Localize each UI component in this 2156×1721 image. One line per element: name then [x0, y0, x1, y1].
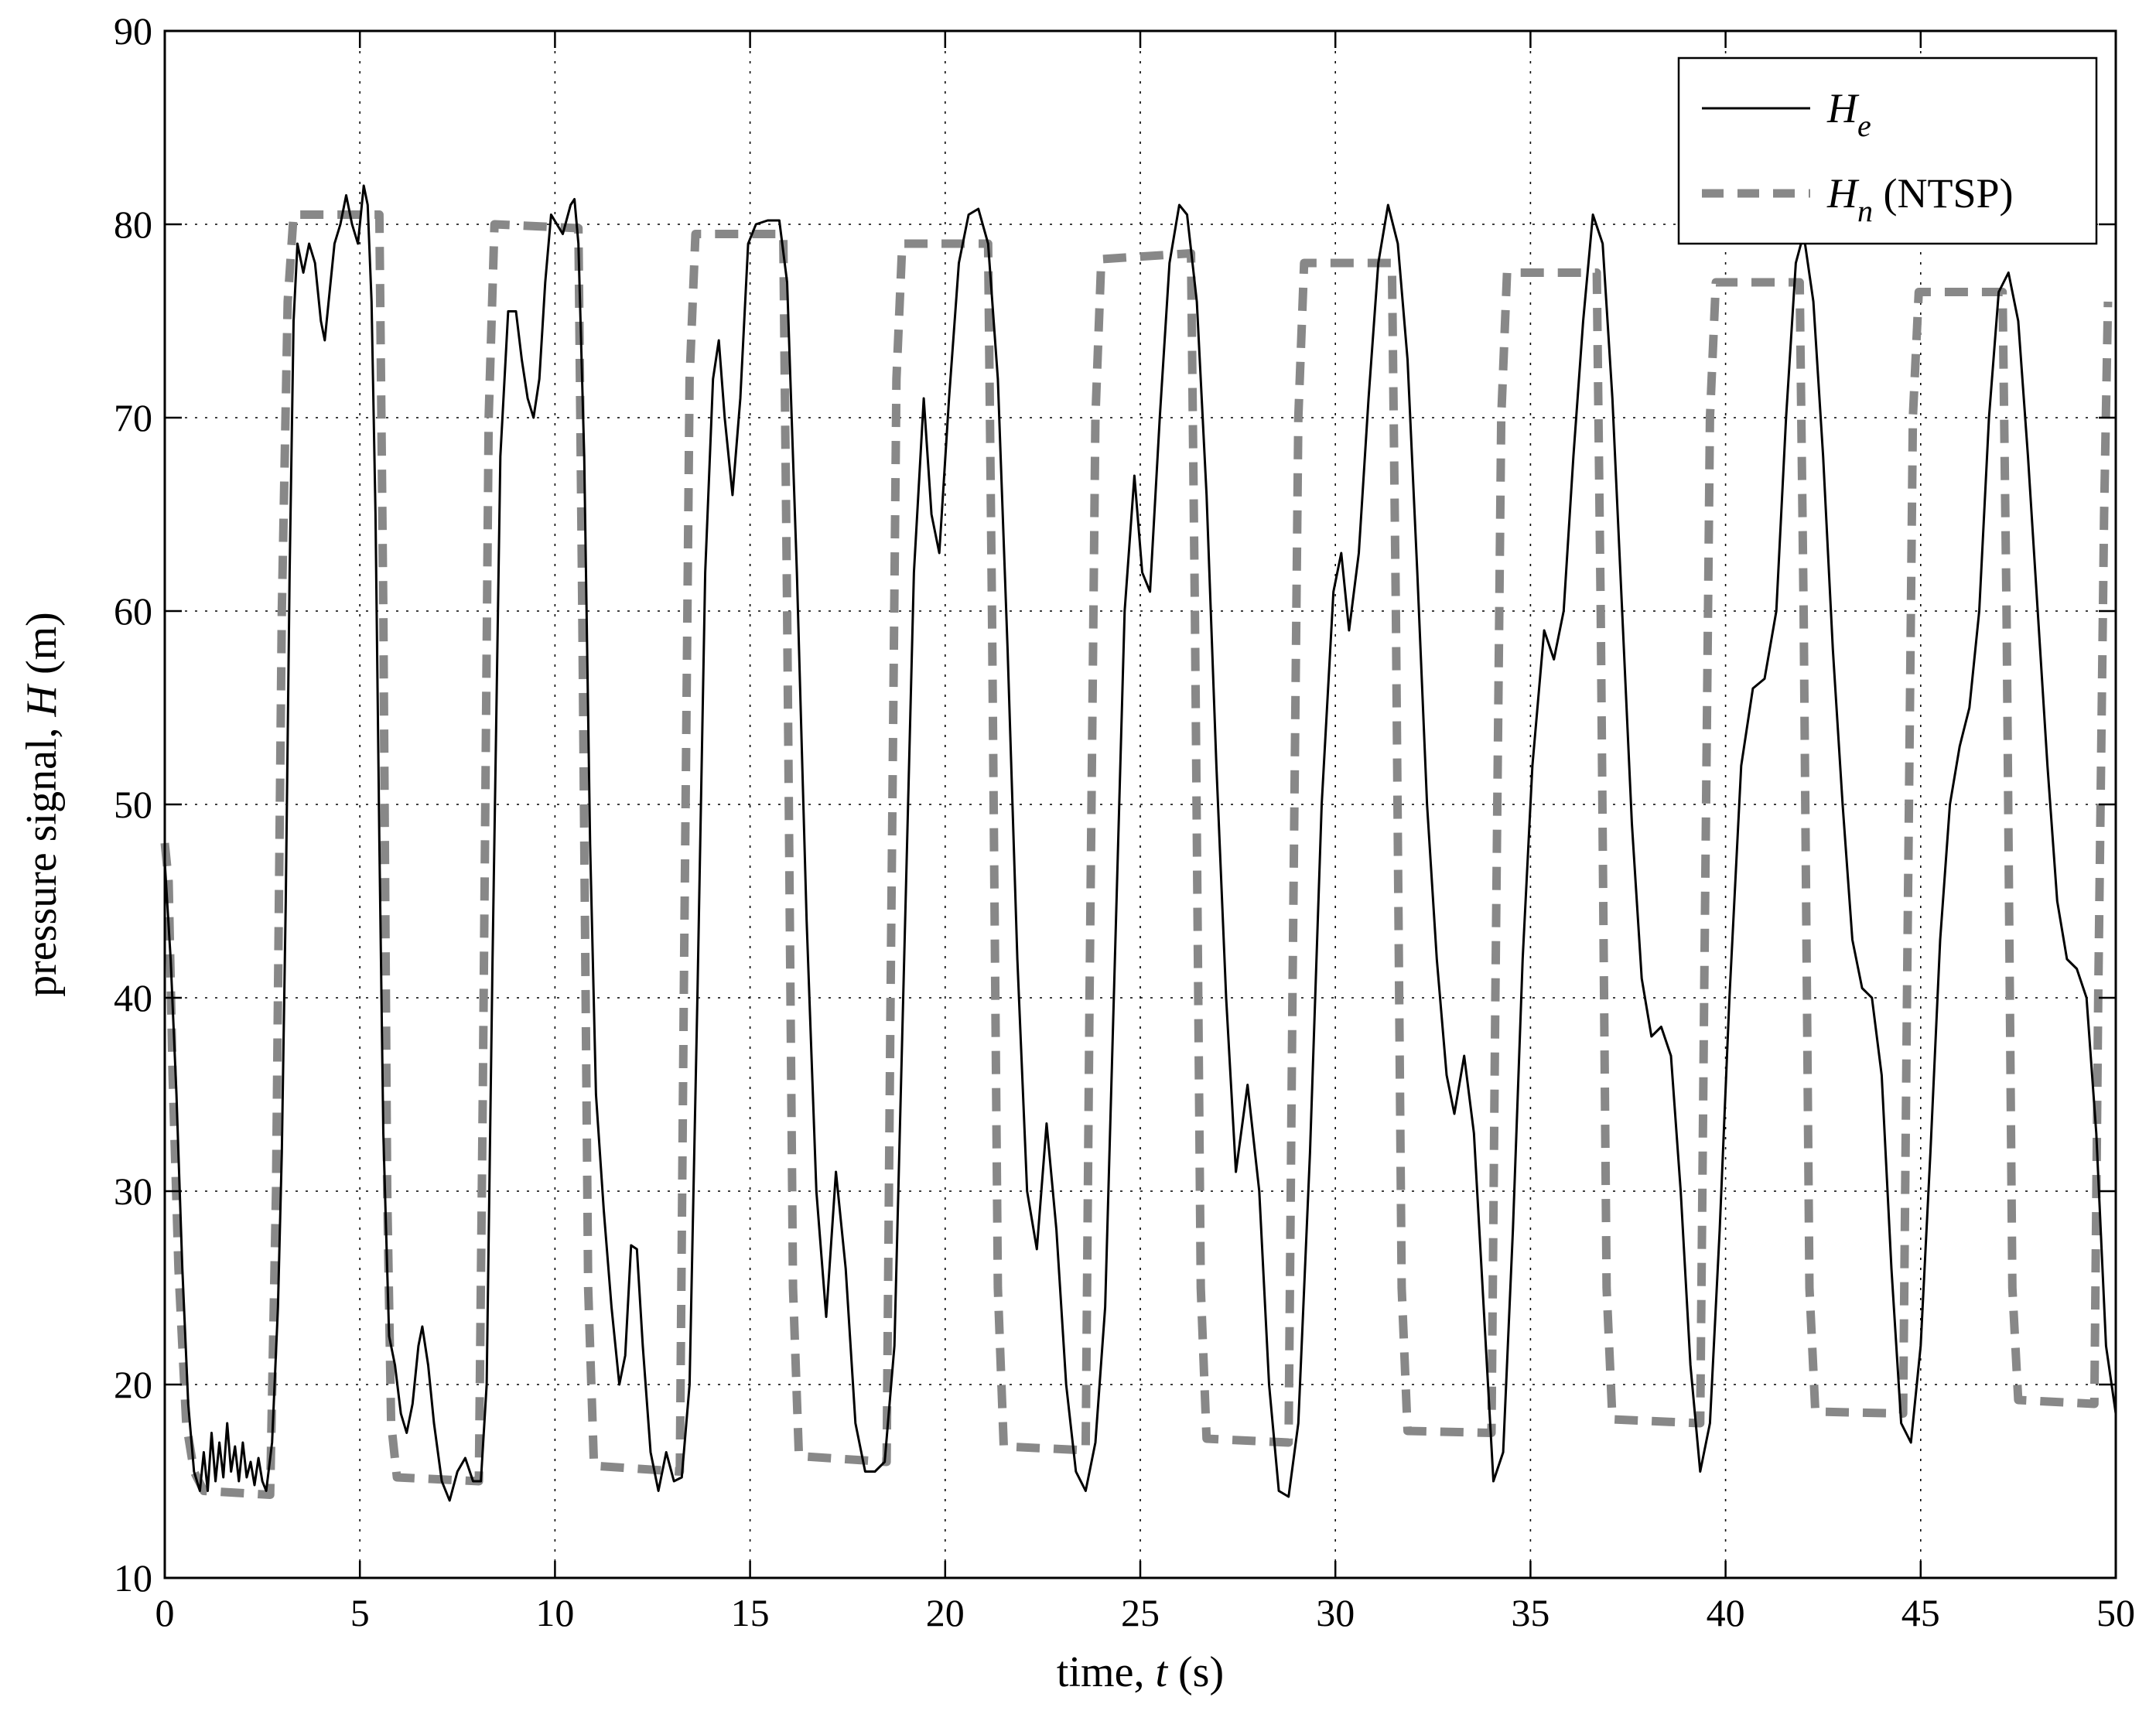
y-axis-label: pressure signal, H (m)	[18, 612, 66, 997]
x-tick-label: 35	[1511, 1591, 1550, 1634]
x-tick-label: 5	[350, 1591, 370, 1634]
y-tick-label: 10	[114, 1556, 152, 1600]
series-line-He	[163, 184, 2117, 1502]
grid	[165, 31, 2116, 1578]
tick-labels: 0 5 10 15 20 25 30 35 40 45 50 10 20 30 40 50 60 70 80 90	[114, 9, 2135, 1634]
y-tick-label: 50	[114, 783, 152, 826]
y-tick-label: 30	[114, 1170, 152, 1213]
legend-label-he: He	[1826, 85, 1871, 143]
x-tick-label: 40	[1707, 1591, 1745, 1634]
x-axis-label: time, t (s)	[1057, 1648, 1224, 1696]
series-line-Hn	[160, 210, 2113, 1499]
y-tick-label: 60	[114, 589, 152, 633]
y-tick-label: 80	[114, 203, 152, 246]
x-tick-label: 10	[535, 1591, 574, 1634]
legend-label-hn: Hn (NTSP)	[1826, 170, 2014, 228]
x-tick-label: 0	[155, 1591, 175, 1634]
x-tick-label: 15	[731, 1591, 770, 1634]
legend: He Hn (NTSP)	[1677, 56, 2098, 245]
x-tick-label: 50	[2096, 1591, 2135, 1634]
y-tick-label: 20	[114, 1363, 152, 1406]
x-tick-label: 45	[1901, 1591, 1940, 1634]
x-tick-label: 30	[1316, 1591, 1355, 1634]
legend-box	[1677, 56, 2098, 245]
ticks	[163, 29, 2117, 1579]
y-tick-label: 90	[114, 9, 152, 53]
x-tick-label: 20	[926, 1591, 965, 1634]
y-tick-label: 70	[114, 396, 152, 439]
x-tick-label: 25	[1121, 1591, 1160, 1634]
series-layer	[160, 184, 2117, 1502]
y-tick-label: 40	[114, 976, 152, 1019]
